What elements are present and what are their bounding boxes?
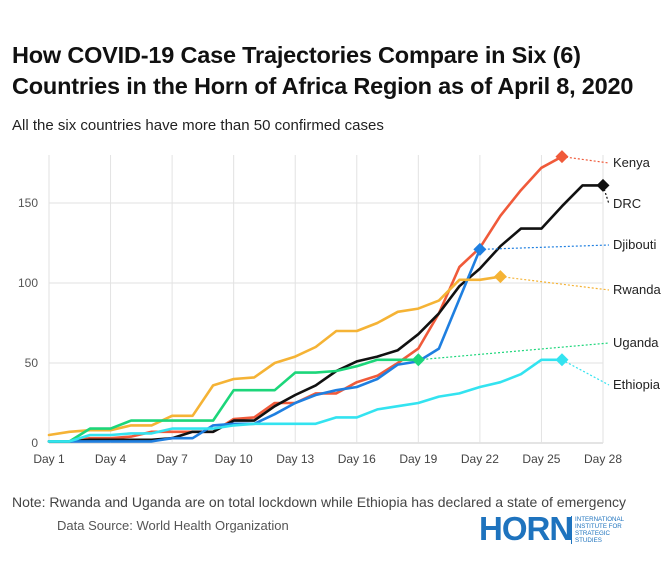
x-tick-label: Day 10 <box>215 452 253 466</box>
endpoint-marker-djibouti <box>473 242 487 256</box>
x-tick-label: Day 1 <box>33 452 65 466</box>
series-label-drc: DRC <box>613 196 641 211</box>
x-tick-label: Day 22 <box>461 452 499 466</box>
series-label-kenya: Kenya <box>613 155 651 170</box>
endpoint-marker-rwanda <box>493 270 507 284</box>
series-line-ethiopia <box>47 358 564 443</box>
endpoint-marker-uganda <box>411 353 425 367</box>
series-label-djibouti: Djibouti <box>613 237 656 252</box>
line-chart: 0 50 100 150 Day 1 Day 4 Day 7 Day 10 Day 13 Day … <box>18 150 661 466</box>
logo-tagline: INTERNATIONAL INSTITUTE FOR STRATEGIC ST… <box>571 516 627 544</box>
connector-kenya <box>561 156 610 164</box>
series-label-ethiopia: Ethiopia <box>613 377 661 392</box>
series-line-drc <box>47 184 605 443</box>
x-tick-label: Day 7 <box>156 452 188 466</box>
x-tick-label: Day 16 <box>338 452 376 466</box>
endpoint-marker-ethiopia <box>555 353 569 367</box>
x-tick-label: Day 28 <box>584 452 622 466</box>
series-line-djibouti <box>47 248 482 443</box>
y-tick-label: 0 <box>31 436 38 450</box>
connector-drc <box>602 185 610 205</box>
x-tick-label: Day 25 <box>522 452 560 466</box>
horn-logo: HORN INTERNATIONAL INSTITUTE FOR STRATEG… <box>479 510 624 550</box>
footnote: Note: Rwanda and Uganda are on total loc… <box>12 494 627 510</box>
x-tick-label: Day 13 <box>276 452 314 466</box>
connector-ethiopia <box>561 359 610 386</box>
chart-subtitle: All the six countries have more than 50 … <box>12 117 384 134</box>
y-tick-label: 50 <box>25 356 39 370</box>
data-source: Data Source: World Health Organization <box>57 518 289 533</box>
series-label-rwanda: Rwanda <box>613 282 661 297</box>
endpoint-marker-drc <box>596 178 610 192</box>
series-label-uganda: Uganda <box>613 335 659 350</box>
endpoint-marker-kenya <box>555 150 569 164</box>
x-tick-label: Day 4 <box>95 452 127 466</box>
x-tick-label: Day 19 <box>399 452 437 466</box>
y-tick-label: 100 <box>18 276 38 290</box>
logo-wordmark: HORN <box>479 510 573 547</box>
y-tick-label: 150 <box>18 196 38 210</box>
series-line-rwanda <box>47 275 502 437</box>
series-line-uganda <box>47 358 420 443</box>
connector-uganda <box>418 342 610 361</box>
chart-title: How COVID-19 Case Trajectories Compare i… <box>12 42 634 99</box>
connector-djibouti <box>479 244 610 250</box>
